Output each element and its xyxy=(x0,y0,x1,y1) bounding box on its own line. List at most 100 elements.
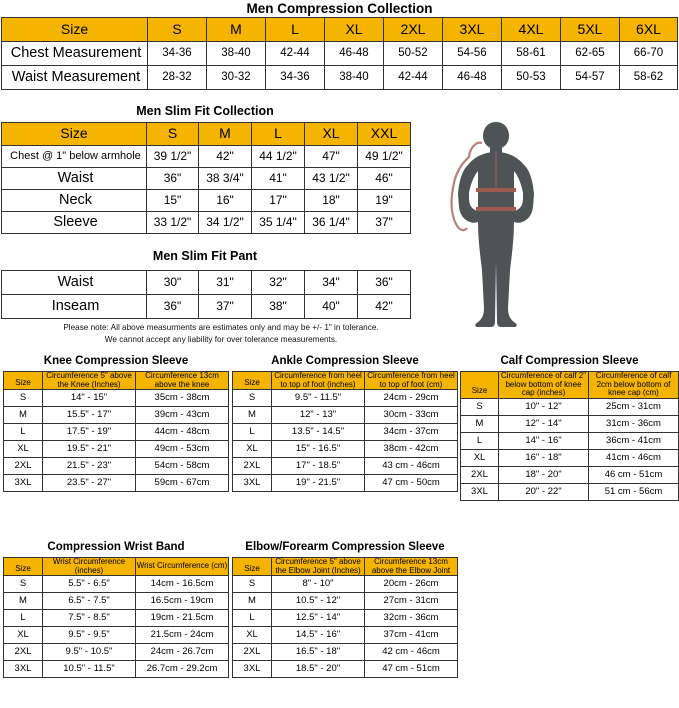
cell-size: L xyxy=(3,423,43,442)
cell-size: 3XL xyxy=(232,660,272,679)
cell-inches: 19.5" - 21" xyxy=(42,440,136,459)
cell-size: XL xyxy=(232,626,272,645)
cell: 16" xyxy=(198,189,252,212)
slim-fit-collection-table: Size S M L XL XXL Chest @ 1" below armho… xyxy=(1,122,411,234)
table-row: 2XL 16.5" - 18" 42 cm - 46cm xyxy=(232,643,458,662)
cell: 38 3/4" xyxy=(198,167,252,190)
table-row: S 14" - 15" 35cm - 38cm xyxy=(3,389,229,408)
cell-inches: 6.5" - 7.5" xyxy=(42,592,136,611)
ankle-sleeve-table: Size Circumference from heel to top of f… xyxy=(232,370,458,493)
cell: 62-65 xyxy=(560,41,620,66)
ankle-sleeve-title: Ankle Compression Sleeve xyxy=(271,355,419,367)
table-row: 3XL 23.5" - 27" 59cm - 67cm xyxy=(3,474,229,493)
cell: 58-61 xyxy=(501,41,561,66)
cell-cm: 30cm - 33cm xyxy=(364,406,458,425)
col-header-6xl: 6XL xyxy=(619,17,678,42)
cell-inches: 15" - 16.5" xyxy=(271,440,365,459)
slim-fit-pant-title: Men Slim Fit Pant xyxy=(152,249,258,263)
cell-inches: 5.5" - 6.5" xyxy=(42,575,136,594)
table-row: 3XL 18.5" - 20" 47 cm - 51cm xyxy=(232,660,458,679)
note-lead: Please note: xyxy=(63,323,109,332)
cell-inches: 9.5" - 9.5" xyxy=(42,626,136,645)
cell-cm: 19cm - 21.5cm xyxy=(135,609,229,628)
col-header-xl: XL xyxy=(324,17,384,42)
col-header-4xl: 4XL xyxy=(501,17,561,42)
cell: 37" xyxy=(357,211,411,234)
cell-inches: 16" - 18" xyxy=(498,448,589,467)
col-header-cm: Circumference from heel to top of foot (… xyxy=(364,370,458,391)
cell: 39 1/2" xyxy=(146,145,199,168)
cell-inches: 15.5" - 17" xyxy=(42,406,136,425)
cell-cm: 32cm - 36cm xyxy=(364,609,458,628)
cell: 30-32 xyxy=(206,65,266,90)
cell: 38" xyxy=(251,294,305,319)
cell-size: 3XL xyxy=(232,474,272,493)
knee-sleeve-title: Knee Compression Sleeve xyxy=(43,355,189,367)
col-header-3xl: 3XL xyxy=(442,17,502,42)
cell: 54-56 xyxy=(442,41,502,66)
col-header-inches: Circumference from heel to top of foot (… xyxy=(271,370,365,391)
cell-inches: 16.5" - 18" xyxy=(271,643,365,662)
cell-cm: 20cm - 26cm xyxy=(364,575,458,594)
cell-cm: 49cm - 53cm xyxy=(135,440,229,459)
col-header-xxl: XXL xyxy=(357,122,411,146)
col-header-2xl: 2XL xyxy=(383,17,443,42)
cell-size: M xyxy=(232,406,272,425)
cell-inches: 17.5" - 19" xyxy=(42,423,136,442)
slim-fit-collection-title: Men Slim Fit Collection xyxy=(136,104,274,118)
cell-inches: 10.5" - 12" xyxy=(271,592,365,611)
table-row: L 14" - 16" 36cm - 41cm xyxy=(460,431,679,450)
cell-cm: 38cm - 42cm xyxy=(364,440,458,459)
col-header-l: L xyxy=(265,17,325,42)
note-line-2: We cannot accept any liability for over … xyxy=(104,334,338,344)
cell-size: XL xyxy=(460,448,499,467)
cell-size: S xyxy=(232,389,272,408)
table-header-row: Size Circumference 5" above the Knee (In… xyxy=(3,370,229,391)
cell-inches: 23.5" - 27" xyxy=(42,474,136,493)
table-header-row: Size Circumference of calf 2" below bott… xyxy=(460,371,679,399)
col-header-cm: Wrist Circumference (cm) xyxy=(135,556,229,577)
cell: 34 1/2" xyxy=(198,211,252,234)
cell-cm: 36cm - 41cm xyxy=(588,431,679,450)
cell-cm: 34cm - 37cm xyxy=(364,423,458,442)
cell-size: L xyxy=(460,431,499,450)
cell-inches: 9.5" - 11.5" xyxy=(271,389,365,408)
cell: 31" xyxy=(198,270,252,295)
cell-size: XL xyxy=(3,440,43,459)
table-row: XL 14.5" - 16" 37cm - 41cm xyxy=(232,626,458,645)
cell-inches: 20" - 22" xyxy=(498,482,589,501)
cell-size: L xyxy=(3,609,43,628)
col-header-s: S xyxy=(146,122,199,146)
table-row: Sleeve 33 1/2" 34 1/2" 35 1/4" 36 1/4" 3… xyxy=(1,211,411,234)
cell: 36" xyxy=(357,270,411,295)
table-row: XL 16" - 18" 41cm - 46cm xyxy=(460,448,679,467)
cell-cm: 16.5cm - 19cm xyxy=(135,592,229,611)
cell: 17" xyxy=(251,189,305,212)
table-row: M 12" - 13" 30cm - 33cm xyxy=(232,406,458,425)
table-header-row: Size Circumference from heel to top of f… xyxy=(232,370,458,391)
table-row: S 10" - 12" 25cm - 31cm xyxy=(460,397,679,416)
cell-size: 2XL xyxy=(3,457,43,476)
cell-inches: 10.5" - 11.5" xyxy=(42,660,136,679)
col-header-size: Size xyxy=(460,371,499,399)
cell: 34-36 xyxy=(147,41,207,66)
cell: 42-44 xyxy=(383,65,443,90)
cell-cm: 44cm - 48cm xyxy=(135,423,229,442)
table-row: 2XL 17" - 18.5" 43 cm - 46cm xyxy=(232,457,458,476)
cell-cm: 47 cm - 50cm xyxy=(364,474,458,493)
cell-inches: 14.5" - 16" xyxy=(271,626,365,645)
table-row: L 12.5" - 14" 32cm - 36cm xyxy=(232,609,458,628)
cell-cm: 35cm - 38cm xyxy=(135,389,229,408)
cell-size: S xyxy=(460,397,499,416)
table-row: Chest @ 1" below armhole 39 1/2" 42" 44 … xyxy=(1,145,411,168)
table-row: L 7.5" - 8.5" 19cm - 21.5cm xyxy=(3,609,229,628)
table-header-row: Size Wrist Circumference (inches) Wrist … xyxy=(3,556,229,577)
cell: 50-53 xyxy=(501,65,561,90)
table-header-row: Size S M L XL XXL xyxy=(1,122,411,146)
table-row: S 5.5" - 6.5" 14cm - 16.5cm xyxy=(3,575,229,594)
cell: 38-40 xyxy=(206,41,266,66)
cell: 37" xyxy=(198,294,252,319)
cell-size: M xyxy=(232,592,272,611)
cell-size: 3XL xyxy=(3,474,43,493)
